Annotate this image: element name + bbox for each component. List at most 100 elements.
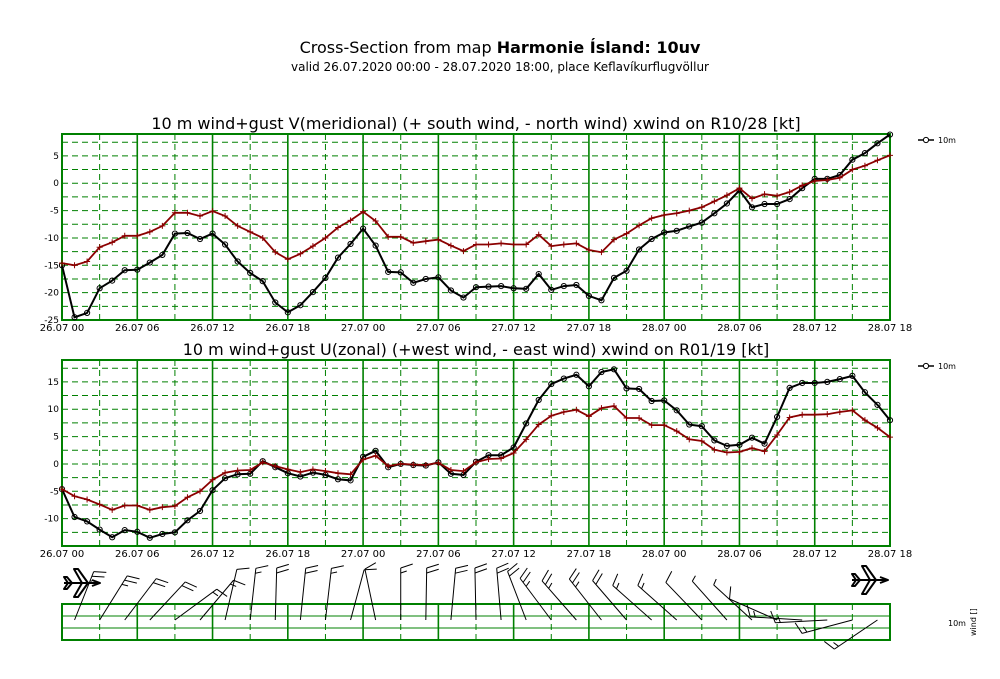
wind-point [472,284,480,291]
wind-point [96,285,103,292]
gust-point [184,209,191,216]
wind-point [171,529,179,536]
gust-point [811,411,818,418]
gust-point [297,469,304,476]
wind-point [635,246,643,253]
gust-point [71,262,78,269]
gust-point [121,502,128,509]
x-tick-label: 27.07 00 [341,549,386,560]
gust-point [585,413,592,420]
gust-point [335,224,341,231]
wind-point [83,518,91,525]
wind-barb-feather [522,571,531,583]
wind-barb-feather [824,641,835,650]
title-prefix: Cross-Section from map [299,38,497,57]
barb-legend-variable: wind [] [969,608,978,636]
wind-point [284,309,291,316]
gust-point [59,486,65,493]
wind-barb-shaft [507,571,527,621]
wind-barb-feather [637,573,644,586]
wind-point [723,200,731,207]
gust-point [824,176,831,183]
gust-point [636,414,643,421]
gust-point [159,222,166,229]
gust-point [284,466,291,473]
x-tick-label: 27.07 18 [567,323,612,334]
gust-point [222,469,229,476]
wind-point [523,285,530,292]
gust-point [347,217,354,224]
wind-barb-feather [156,578,169,584]
wind-barb-feather [121,583,129,587]
wind-barb-feather [770,610,776,623]
gust-point [247,466,254,473]
gust-point [874,424,881,431]
wind-barb-feather [833,642,839,647]
x-tick-label: 28.07 18 [868,549,913,560]
gust-point [761,191,768,198]
gust-point [460,248,467,255]
wind-barb-feather [713,578,717,586]
wind-point [598,368,605,376]
wind-barb-feather [803,626,808,633]
wind-barb-feather [400,570,407,574]
wind-barb-feather [255,565,269,569]
wind-barb-feather [400,563,413,569]
wind-point [648,235,655,243]
wind-barb-feather [426,563,439,569]
wind-barb-feather [255,571,262,574]
y-tick-label: -10 [44,515,59,525]
wind-barb-shaft [612,585,652,621]
wind-barb-feather [305,565,319,569]
wind-barb-shaft [99,575,128,621]
legend-label: 10m [938,136,956,145]
wind-barb-feather [426,568,439,574]
wind-point [447,287,455,294]
wind-point [610,366,618,373]
gust-point [397,460,404,467]
wind-point [159,251,166,258]
wind-barb-shaft [541,580,577,621]
gust-point [121,232,128,239]
wind-point [548,286,555,294]
wind-point [372,242,379,249]
panel-2: 10 m wind+gust U(zonal) (+west wind, - e… [40,340,956,560]
wind-barb-shaft [665,582,703,621]
wind-point [146,534,153,541]
gust-point [322,234,329,241]
wind-barb-feather [572,572,580,584]
wind-point [523,420,530,427]
gust-point [887,152,893,159]
x-tick-label: 28.07 00 [642,549,687,560]
wind-barb-shaft [299,568,307,621]
wind-point [234,258,241,265]
wind-point [874,140,881,147]
y-tick-label: -25 [44,316,59,326]
gust-point [736,185,743,192]
wind-barb-shaft [324,568,332,621]
wind-point [661,397,668,404]
wind-barb-feather [568,568,577,580]
gust-point [535,421,542,428]
gust-point [222,213,229,220]
gust-point [723,192,730,199]
x-tick-label: 27.07 12 [491,549,536,560]
gust-point [799,182,806,189]
gust-point [698,204,705,211]
gust-point [309,466,316,473]
wind-barb-shaft [637,585,678,621]
wind-barb-feather [729,586,732,600]
gust-point [473,459,479,466]
gust-point [799,411,806,418]
gust-point [786,188,793,195]
wind-point [786,196,793,203]
y-tick-label: -10 [44,234,59,244]
gust-point [335,470,341,477]
wind-barb-shaft [496,568,502,621]
wind-point [485,283,492,290]
wind-barb-feather [496,567,509,574]
gust-point [498,240,505,247]
wind-barb-shaft [519,578,552,621]
gust-point [849,407,856,414]
wind-point [109,277,116,284]
